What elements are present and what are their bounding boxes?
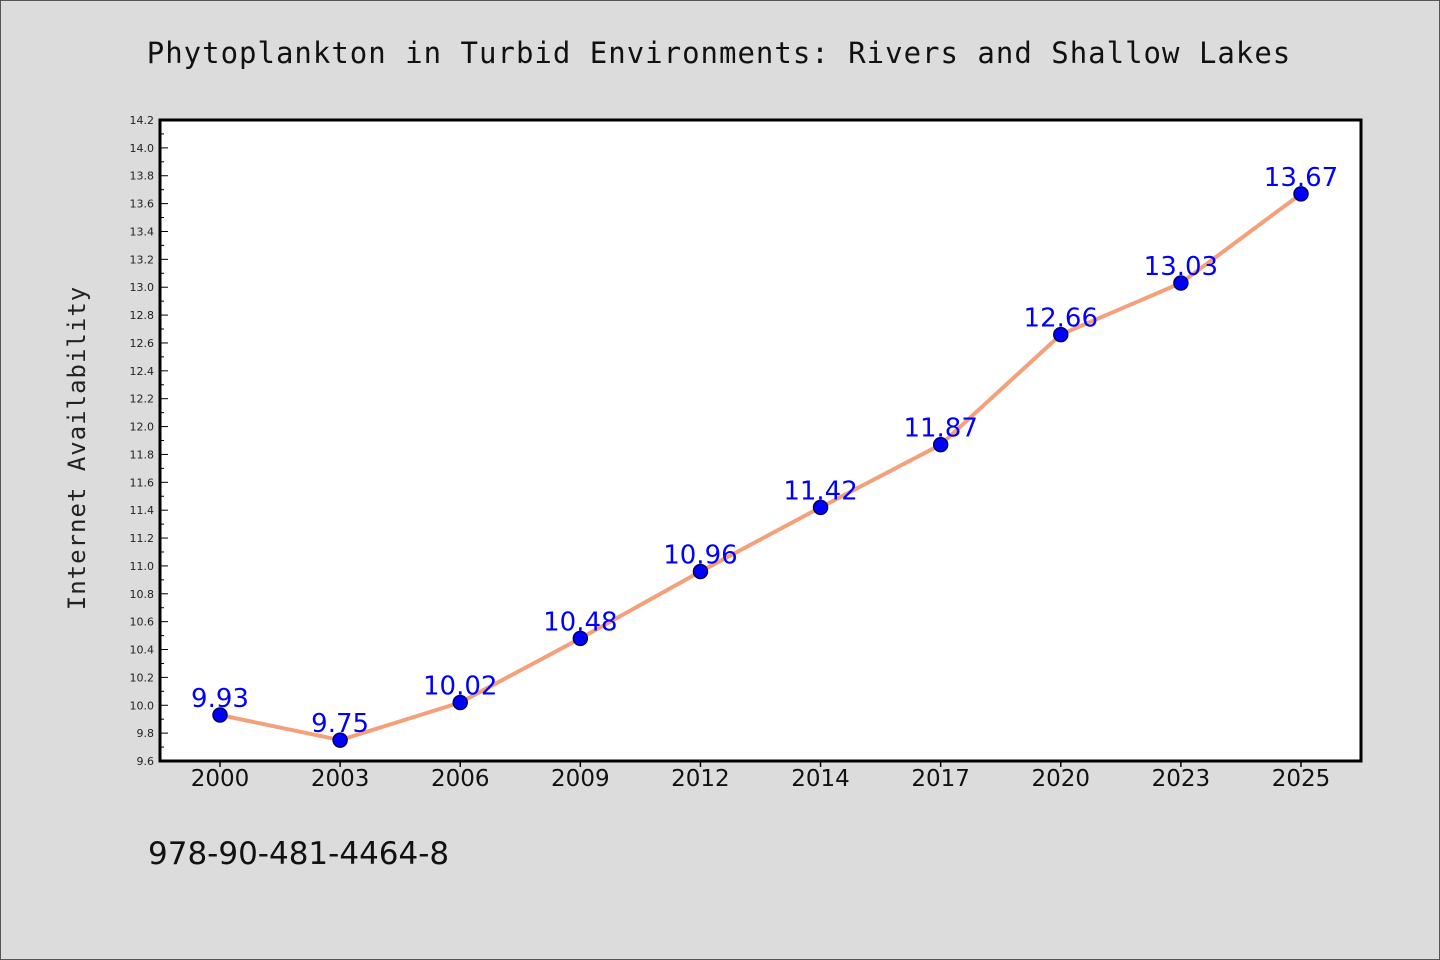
y-tick-label: 11.8 <box>130 448 155 461</box>
x-tick-label: 2003 <box>311 766 370 792</box>
data-label: 9.75 <box>311 709 369 739</box>
y-tick-label: 12.0 <box>130 421 155 434</box>
y-tick-label: 14.2 <box>130 114 155 127</box>
data-point <box>1173 275 1189 291</box>
y-axis: 9.6 9.8 10.0 10.2 10.4 10.6 10.8 11.0 11.2 11.4 11… <box>130 114 168 768</box>
x-tick-label: 2009 <box>551 766 610 792</box>
data-label: 10.96 <box>663 540 737 570</box>
data-point <box>1293 186 1309 202</box>
y-tick-label: 9.8 <box>137 727 155 740</box>
data-label: 9.93 <box>191 684 249 714</box>
data-label: 10.48 <box>543 607 617 637</box>
y-tick-label: 13.0 <box>130 281 155 294</box>
x-tick-label: 2025 <box>1272 766 1331 792</box>
data-point <box>1053 326 1069 343</box>
y-tick-label: 10.4 <box>130 644 155 657</box>
data-point <box>692 563 709 580</box>
y-tick-label: 10.2 <box>130 671 155 684</box>
x-axis: 2000 2003 2006 2009 2012 2014 2017 2020 2023 2025 <box>191 761 1331 792</box>
x-tick-label: 2012 <box>671 766 730 792</box>
y-tick-label: 11.4 <box>130 504 155 517</box>
y-axis-label: Internet Availability <box>63 286 91 610</box>
chart-title: Phytoplankton in Turbid Environments: Ri… <box>147 36 1292 70</box>
y-tick-label: 11.2 <box>130 532 155 545</box>
y-tick-label: 13.4 <box>130 225 155 238</box>
x-tick-label: 2020 <box>1032 766 1091 792</box>
data-label: 12.66 <box>1024 304 1098 334</box>
y-tick-label: 12.8 <box>130 309 155 322</box>
x-tick-label: 2017 <box>911 766 970 792</box>
data-point <box>332 732 348 748</box>
data-label: 13.03 <box>1144 252 1218 282</box>
data-label: 11.42 <box>783 476 857 506</box>
x-tick-label: 2023 <box>1152 766 1211 792</box>
data-point <box>572 630 589 647</box>
data-label: 11.87 <box>903 414 977 444</box>
series-layer: 9.93 9.75 10.02 10.48 10.96 11.42 11.87 12.66 13… <box>191 163 1338 748</box>
x-tick-label: 2014 <box>791 766 850 792</box>
isbn-text: 978-90-481-4464-8 <box>148 836 449 872</box>
x-tick-label: 2006 <box>431 766 490 792</box>
y-tick-label: 13.6 <box>130 198 155 211</box>
y-tick-label: 12.2 <box>130 393 155 406</box>
y-tick-label: 13.2 <box>130 253 155 266</box>
data-point <box>812 499 829 516</box>
x-tick-label: 2000 <box>191 766 250 792</box>
y-tick-label: 10.0 <box>130 699 155 712</box>
data-point <box>932 436 949 453</box>
y-tick-label: 13.8 <box>130 170 155 183</box>
plot-area <box>158 118 1363 763</box>
y-tick-label: 9.6 <box>137 755 155 768</box>
y-tick-label: 12.4 <box>130 365 155 378</box>
y-tick-label: 10.6 <box>130 616 155 629</box>
y-tick-label: 11.6 <box>130 476 155 489</box>
y-tick-label: 12.6 <box>130 337 155 350</box>
y-tick-label: 11.0 <box>130 560 155 573</box>
series-line <box>219 192 1303 743</box>
y-tick-label: 10.8 <box>130 588 155 601</box>
y-tick-label: 14.0 <box>130 142 155 155</box>
data-point <box>452 694 468 711</box>
data-label: 10.02 <box>423 671 497 701</box>
data-label: 13.67 <box>1264 163 1338 193</box>
data-point <box>212 707 228 723</box>
